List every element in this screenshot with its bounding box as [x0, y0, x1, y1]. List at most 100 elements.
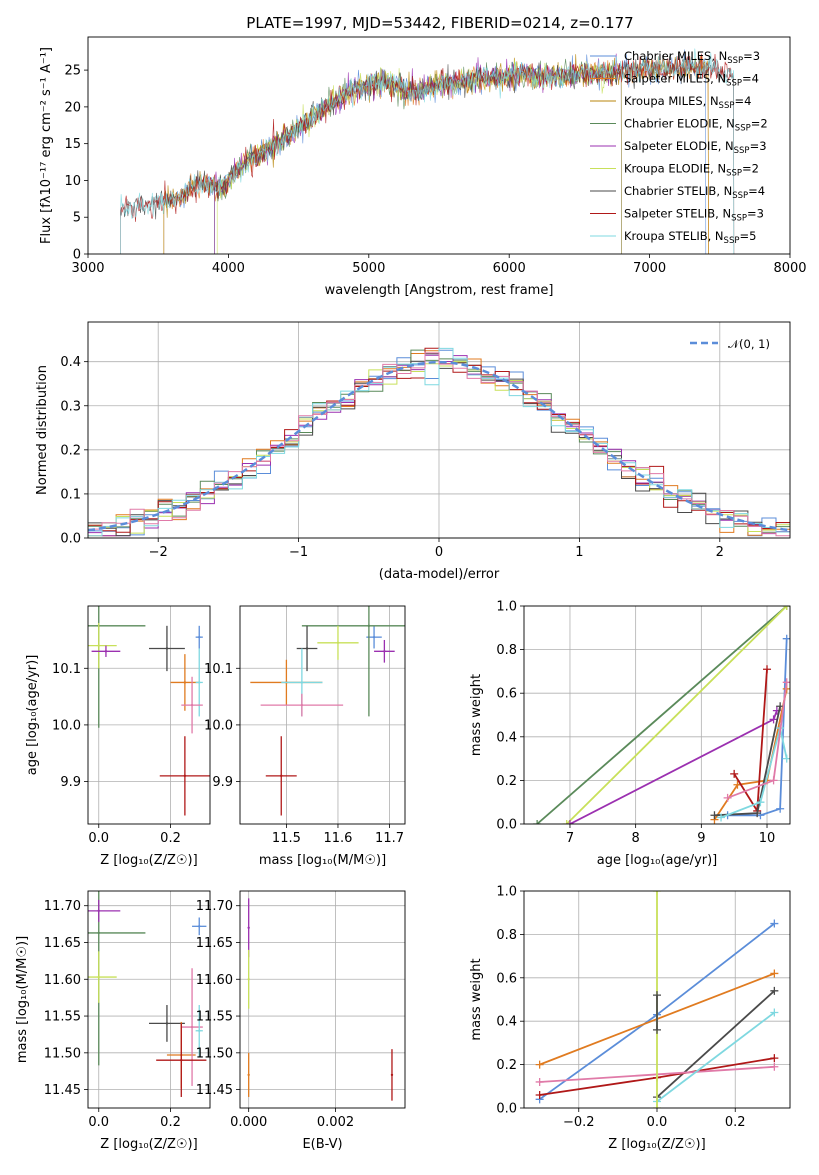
y-tick-label: 1.0: [496, 600, 517, 615]
axes-frame: [87, 605, 211, 825]
axes-frame: [239, 605, 406, 825]
y-tick-label: 11.55: [44, 1010, 81, 1025]
weight-marker-3-2: [770, 1054, 779, 1063]
x-tick-label: 8000: [773, 261, 806, 276]
y-axis-label: mass [log₁₀(M/M☉)]: [15, 936, 30, 1063]
legend-entry-5: Kroupa ELODIE, NSSP=2: [624, 162, 759, 179]
y-tick-label: 11.70: [196, 899, 233, 914]
data-point-8: [183, 774, 187, 778]
y-axis-label: mass weight: [469, 674, 484, 756]
weight-marker-7-1: [756, 798, 765, 807]
weight-marker-3-3: [782, 634, 790, 643]
y-tick-label: 10.1: [204, 662, 233, 677]
legend-entry-gaussian: 𝒩(0, 1): [728, 337, 770, 351]
x-tick-label: 4000: [212, 261, 245, 276]
gaussian-curve: [88, 360, 790, 532]
weight-marker-0-0: [533, 820, 542, 824]
y-tick-label: 0.4: [60, 355, 81, 370]
y-tick-label: 20: [64, 100, 81, 115]
age-vs-metallicity-panel: 0.0 0.2 9.9 10.0 10.1 Z [log₁₀(Z/Z☉)] age [log…: [25, 605, 211, 868]
data-point-1: [97, 931, 100, 935]
x-tick-label: 0: [435, 545, 443, 560]
weight-marker-4-0: [535, 1077, 544, 1086]
x-tick-label: 0.0: [88, 831, 109, 846]
weight-marker-6-1: [653, 891, 661, 895]
data-point-0: [198, 635, 201, 639]
data-point-5: [183, 681, 187, 684]
weight-marker-7-1: [653, 991, 661, 1000]
spectrum-panel: 3000 4000 5000 6000 7000 8000 0 5 10 15 20 25 wavele…: [39, 36, 807, 298]
data-point-6: [300, 681, 304, 684]
y-tick-label: 0.2: [60, 443, 81, 458]
legend-entry-4: Salpeter ELODIE, NSSP=3: [624, 139, 767, 156]
plot-area: [247, 898, 394, 1101]
data-point-0: [372, 635, 376, 639]
weight-marker-3-0: [535, 1090, 544, 1099]
x-axis-label: Z [log₁₀(Z/Z☉)]: [608, 1137, 705, 1152]
weight-line-6: [714, 706, 781, 817]
y-tick-label: 11.65: [44, 936, 81, 951]
weight-line-1: [566, 606, 788, 824]
data-point-4: [165, 647, 169, 650]
plot-area: [250, 606, 405, 816]
plot-area: [533, 606, 790, 824]
axes-frame: [239, 890, 406, 1109]
y-tick-label: 0.2: [496, 1058, 517, 1073]
data-point-0: [198, 925, 201, 928]
weight-marker-2-1: [769, 715, 778, 724]
x-axis-label: (data-model)/error: [379, 567, 500, 582]
axes-frame: [523, 605, 791, 825]
y-tick-label: 1.0: [496, 885, 517, 900]
x-tick-label: 0.2: [160, 831, 181, 846]
x-tick-label: 11.6: [323, 831, 352, 846]
y-tick-label: 0.2: [496, 774, 517, 789]
y-tick-label: 10.0: [204, 718, 233, 733]
weight-marker-1-1: [782, 606, 790, 610]
y-tick-label: 10: [64, 174, 81, 189]
data-point-6: [198, 681, 201, 684]
x-axis-label: Z [log₁₀(Z/Z☉)]: [100, 853, 197, 868]
y-tick-label: 11.55: [196, 1010, 233, 1025]
x-tick-label: −1: [289, 545, 308, 560]
age-vs-mass-panel: 11.5 11.6 11.7 9.9 10.0 10.1 mass [log₁₀(M/M☉)…: [204, 605, 406, 868]
data-point-1: [247, 978, 250, 981]
residual-histogram-panel: −2 −1 0 1 2 0.0 0.1 0.2 0.3 0.4 (data-model)/error…: [35, 321, 791, 582]
y-tick-label: 11.65: [196, 936, 233, 951]
data-point-2: [336, 641, 340, 645]
grid-lines: [240, 606, 405, 824]
data-point-3: [383, 650, 386, 653]
axes-frame: [523, 890, 791, 1109]
y-tick-label: 11.45: [196, 1083, 233, 1098]
mass-vs-metallicity-panel: 0.0 0.2 11.45 11.50 11.55 11.60 11.65 11.70 Z [l…: [15, 890, 211, 1152]
weight-marker-3-2: [776, 804, 785, 813]
legend-entry-1: Salpeter MILES, NSSP=4: [624, 72, 759, 89]
y-tick-label: 0.4: [496, 730, 517, 745]
x-tick-label: 0.0: [647, 1115, 668, 1130]
x-tick-label: 11.5: [272, 831, 301, 846]
data-point-7: [300, 703, 304, 707]
y-tick-label: 15: [64, 137, 81, 152]
x-axis-label: wavelength [Angstrom, rest frame]: [325, 283, 554, 298]
weight-line-3: [727, 638, 788, 817]
data-point-8: [280, 774, 283, 778]
weight-marker-1-0: [562, 820, 571, 824]
y-tick-label: 11.50: [44, 1046, 81, 1061]
y-tick-label: 10.0: [52, 718, 81, 733]
y-tick-label: 11.60: [44, 973, 81, 988]
y-tick-label: 11.45: [44, 1083, 81, 1098]
figure-title: PLATE=1997, MJD=53442, FIBERID=0214, z=0…: [246, 14, 633, 32]
y-axis-label: Normed distribution: [35, 365, 50, 495]
weight-marker-2-1: [770, 986, 779, 995]
x-tick-label: 6000: [493, 261, 526, 276]
y-tick-label: 0.6: [496, 687, 517, 702]
y-tick-label: 11.60: [196, 973, 233, 988]
data-point-7: [190, 703, 194, 707]
legend-entry-7: Salpeter STELIB, NSSP=3: [624, 207, 764, 224]
weight-marker-5-2: [763, 665, 772, 674]
x-tick-label: 0.000: [230, 1115, 267, 1130]
y-tick-label: 0.3: [60, 399, 81, 414]
x-tick-label: 2: [716, 545, 724, 560]
weight-marker-7-0: [653, 1025, 661, 1034]
y-tick-label: 0.0: [496, 818, 517, 833]
